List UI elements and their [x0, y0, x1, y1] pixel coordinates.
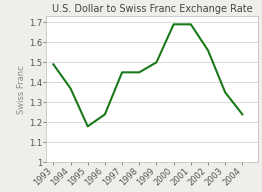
Y-axis label: Swiss Franc: Swiss Franc	[17, 65, 26, 114]
Title: U.S. Dollar to Swiss Franc Exchange Rate: U.S. Dollar to Swiss Franc Exchange Rate	[52, 4, 253, 14]
